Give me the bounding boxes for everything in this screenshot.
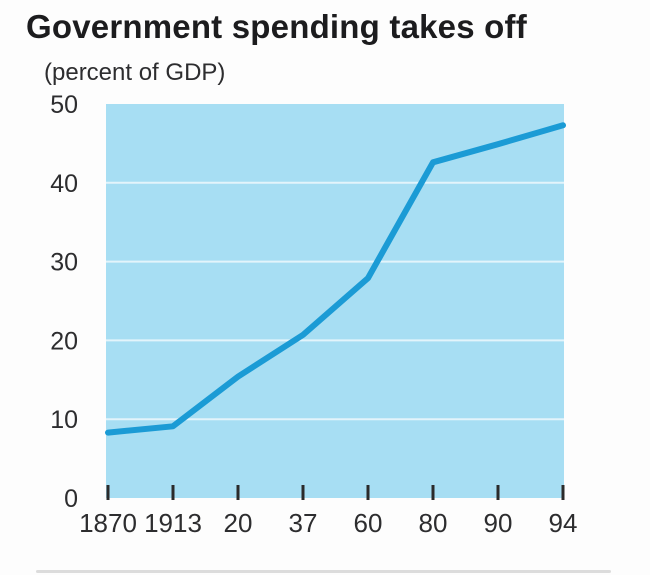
y-tick-label: 0 xyxy=(64,485,78,513)
y-tick-label: 30 xyxy=(50,249,78,277)
x-tick-label: 80 xyxy=(419,508,448,538)
spending-line xyxy=(105,122,566,436)
x-tick-label: 94 xyxy=(549,508,578,538)
chart-subtitle: (percent of GDP) xyxy=(44,59,226,86)
bottom-artifact-line xyxy=(36,570,611,573)
y-tick-label: 10 xyxy=(50,406,78,434)
y-tick-label: 50 xyxy=(50,91,78,119)
x-tick-label: 90 xyxy=(484,508,513,538)
x-tick-label: 60 xyxy=(354,508,383,538)
y-tick-label: 40 xyxy=(50,170,78,198)
x-tick-label: 20 xyxy=(224,508,253,538)
y-tick-label: 20 xyxy=(50,327,78,355)
x-tick-label: 37 xyxy=(289,508,318,538)
x-tick-label: 1870 xyxy=(79,508,137,538)
chart-title: Government spending takes off xyxy=(26,8,527,45)
x-tick-label: 1913 xyxy=(144,508,202,538)
plot-area xyxy=(106,104,564,498)
